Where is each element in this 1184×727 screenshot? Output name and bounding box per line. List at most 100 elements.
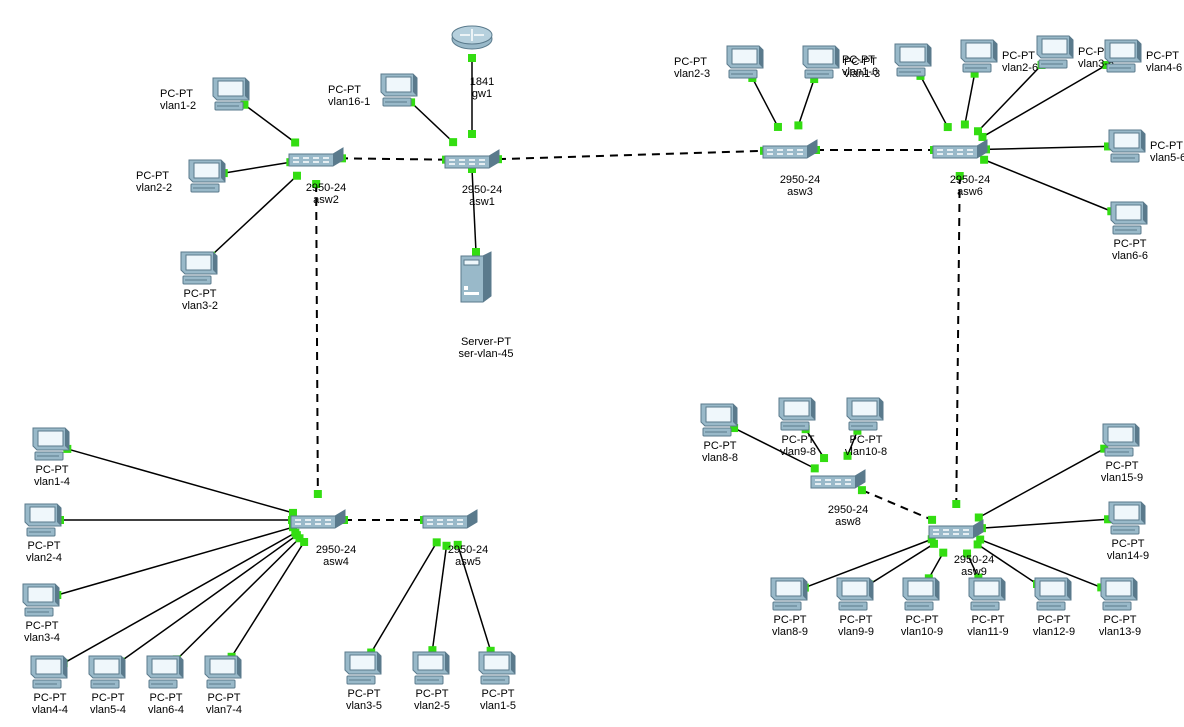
pc-vlan10-8[interactable] bbox=[843, 396, 885, 436]
device-hostname-label: vlan2-2 bbox=[136, 182, 172, 194]
device-label-vlan3-5: PC-PTvlan3-5 bbox=[334, 688, 394, 712]
pc-vlan4-4[interactable] bbox=[27, 654, 69, 694]
device-label-vlan6-6: PC-PTvlan6-6 bbox=[1100, 238, 1160, 262]
device-label-vlan14-9: PC-PTvlan14-9 bbox=[1098, 538, 1158, 562]
switch-icon bbox=[761, 138, 819, 162]
switch-icon bbox=[287, 146, 345, 170]
device-type-label: PC-PT bbox=[402, 688, 462, 700]
pc-vlan12-9[interactable] bbox=[1031, 576, 1073, 616]
device-label-vlan7-4: PC-PTvlan7-4 bbox=[194, 692, 254, 716]
device-hostname-label: asw8 bbox=[808, 516, 888, 528]
pc-vlan1-4[interactable] bbox=[29, 426, 71, 466]
pc-vlan8-8[interactable] bbox=[697, 402, 739, 442]
pc-vlan15-9[interactable] bbox=[1099, 422, 1141, 462]
switch-asw4[interactable] bbox=[289, 508, 347, 536]
router-gw1[interactable] bbox=[450, 25, 494, 59]
device-type-label: PC-PT bbox=[1146, 50, 1182, 62]
device-type-label: PC-PT bbox=[20, 692, 80, 704]
device-type-label: PC-PT bbox=[170, 288, 230, 300]
device-label-asw3: 2950-24asw3 bbox=[760, 174, 840, 198]
device-label-vlan2-3: PC-PTvlan2-3 bbox=[674, 56, 710, 80]
pc-vlan2-4[interactable] bbox=[21, 502, 63, 542]
switch-asw1[interactable] bbox=[443, 148, 501, 176]
device-hostname-label: asw5 bbox=[428, 556, 508, 568]
device-hostname-label: vlan13-9 bbox=[1090, 626, 1150, 638]
device-hostname-label: vlan16-1 bbox=[328, 96, 370, 108]
pc-vlan1-3[interactable] bbox=[799, 44, 841, 84]
pc-vlan10-9[interactable] bbox=[899, 576, 941, 616]
router-icon bbox=[450, 25, 494, 55]
device-hostname-label: vlan6-6 bbox=[1100, 250, 1160, 262]
device-label-vlan12-9: PC-PTvlan12-9 bbox=[1024, 614, 1084, 638]
pc-icon bbox=[21, 502, 63, 538]
device-type-label: PC-PT bbox=[760, 614, 820, 626]
device-hostname-label: vlan1-2 bbox=[160, 100, 196, 112]
pc-vlan5-4[interactable] bbox=[85, 654, 127, 694]
device-label-asw4: 2950-24asw4 bbox=[296, 544, 376, 568]
pc-icon bbox=[1097, 576, 1139, 612]
device-type-label: 2950-24 bbox=[930, 174, 1010, 186]
device-type-label: PC-PT bbox=[468, 688, 528, 700]
pc-vlan6-6[interactable] bbox=[1107, 200, 1149, 240]
pc-icon bbox=[1107, 200, 1149, 236]
pc-vlan3-6[interactable] bbox=[1033, 34, 1075, 74]
pc-vlan11-9[interactable] bbox=[965, 576, 1007, 616]
switch-asw5[interactable] bbox=[421, 508, 479, 536]
pc-vlan6-4[interactable] bbox=[143, 654, 185, 694]
pc-vlan1-5[interactable] bbox=[475, 650, 517, 690]
pc-vlan5-6[interactable] bbox=[1105, 128, 1147, 168]
pc-vlan2-2[interactable] bbox=[185, 158, 227, 198]
device-hostname-label: vlan4-4 bbox=[20, 704, 80, 716]
switch-asw9[interactable] bbox=[927, 518, 985, 546]
device-hostname-label: asw4 bbox=[296, 556, 376, 568]
pc-vlan3-5[interactable] bbox=[341, 650, 383, 690]
device-hostname-label: vlan11-9 bbox=[958, 626, 1018, 638]
pc-vlan2-6[interactable] bbox=[957, 38, 999, 78]
device-label-vlan3-2: PC-PTvlan3-2 bbox=[170, 288, 230, 312]
device-type-label: PC-PT bbox=[1024, 614, 1084, 626]
device-type-label: 1841 bbox=[442, 76, 522, 88]
server-srv45[interactable] bbox=[459, 250, 493, 310]
pc-icon bbox=[27, 654, 69, 690]
pc-icon bbox=[85, 654, 127, 690]
pc-vlan3-2[interactable] bbox=[177, 250, 219, 290]
pc-vlan2-5[interactable] bbox=[409, 650, 451, 690]
pc-icon bbox=[723, 44, 765, 80]
pc-vlan1-2[interactable] bbox=[209, 76, 251, 116]
pc-vlan14-9[interactable] bbox=[1105, 500, 1147, 540]
device-label-vlan16-1: PC-PTvlan16-1 bbox=[328, 84, 370, 108]
device-hostname-label: vlan4-6 bbox=[1146, 62, 1182, 74]
pc-vlan9-8[interactable] bbox=[775, 396, 817, 436]
switch-asw6[interactable] bbox=[931, 138, 989, 166]
pc-vlan8-9[interactable] bbox=[767, 576, 809, 616]
pc-vlan13-9[interactable] bbox=[1097, 576, 1139, 616]
device-hostname-label: vlan10-9 bbox=[892, 626, 952, 638]
pc-vlan16-1[interactable] bbox=[377, 72, 419, 112]
device-hostname-label: vlan5-6 bbox=[1150, 152, 1184, 164]
device-type-label: PC-PT bbox=[14, 540, 74, 552]
switch-asw2[interactable] bbox=[287, 146, 345, 174]
device-label-vlan10-8: PC-PTvlan10-8 bbox=[836, 434, 896, 458]
device-type-label: PC-PT bbox=[674, 56, 710, 68]
pc-vlan9-9[interactable] bbox=[833, 576, 875, 616]
device-type-label: PC-PT bbox=[768, 434, 828, 446]
pc-vlan1-6[interactable] bbox=[891, 42, 933, 82]
pc-vlan3-4[interactable] bbox=[19, 582, 61, 622]
pc-icon bbox=[843, 396, 885, 432]
pc-vlan4-6[interactable] bbox=[1101, 38, 1143, 78]
device-label-vlan2-4: PC-PTvlan2-4 bbox=[14, 540, 74, 564]
switch-asw8[interactable] bbox=[809, 468, 867, 496]
device-hostname-label: asw6 bbox=[930, 186, 1010, 198]
device-label-srv45: Server-PTser-vlan-45 bbox=[446, 336, 526, 360]
pc-icon bbox=[143, 654, 185, 690]
pc-vlan7-4[interactable] bbox=[201, 654, 243, 694]
device-label-vlan1-5: PC-PTvlan1-5 bbox=[468, 688, 528, 712]
switch-icon bbox=[443, 148, 501, 172]
device-label-vlan3-4: PC-PTvlan3-4 bbox=[12, 620, 72, 644]
device-hostname-label: vlan9-9 bbox=[826, 626, 886, 638]
device-hostname-label: asw3 bbox=[760, 186, 840, 198]
server-icon bbox=[459, 250, 493, 306]
switch-asw3[interactable] bbox=[761, 138, 819, 166]
device-label-vlan8-8: PC-PTvlan8-8 bbox=[690, 440, 750, 464]
pc-vlan2-3[interactable] bbox=[723, 44, 765, 84]
